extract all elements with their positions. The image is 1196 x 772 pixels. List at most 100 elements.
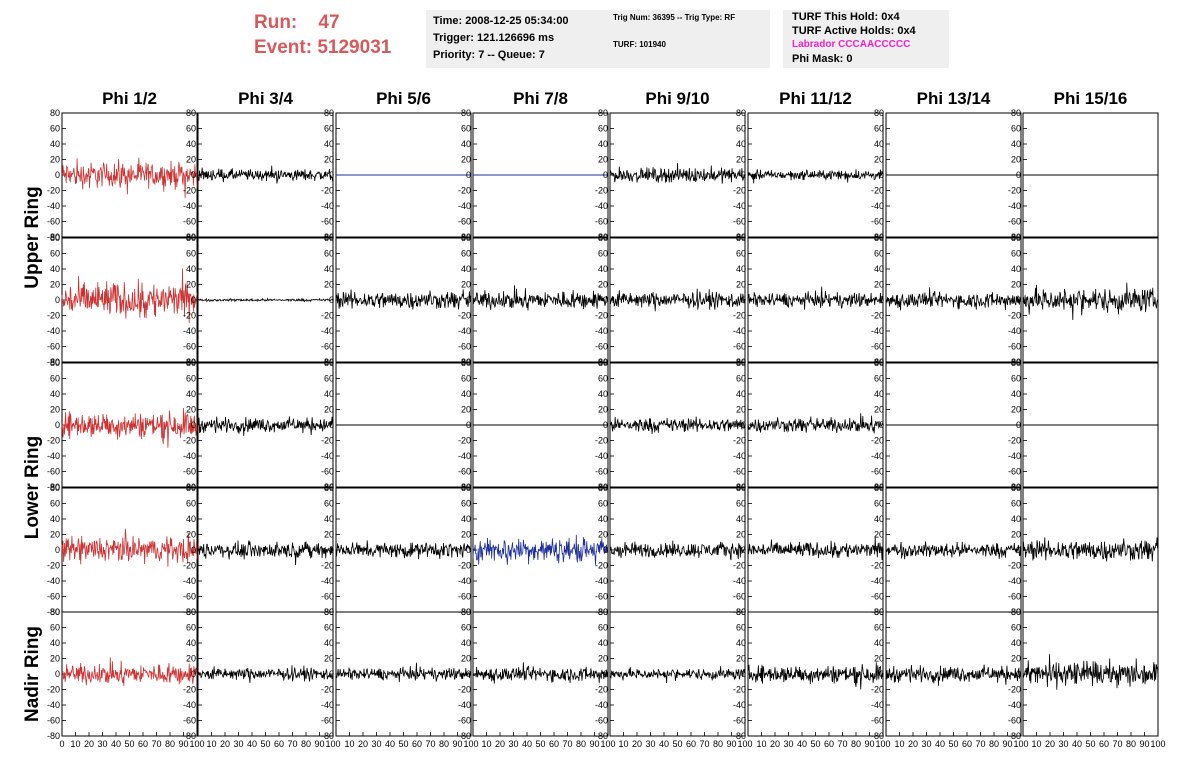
y-tick-label: 0 — [879, 295, 884, 305]
y-tick-label: -40 — [595, 451, 608, 461]
y-tick-label: 40 — [598, 389, 608, 399]
y-tick-label: -40 — [47, 451, 60, 461]
x-tick-label: 80 — [301, 739, 311, 749]
y-tick-label: -20 — [1008, 685, 1021, 695]
column-header: Phi 7/8 — [513, 89, 568, 108]
y-tick-label: 20 — [598, 155, 608, 165]
y-tick-label: 20 — [461, 654, 471, 664]
x-tick-label: 40 — [247, 739, 257, 749]
y-tick-label: -80 — [733, 232, 746, 242]
waveform-trace — [1022, 654, 1159, 690]
y-tick-label: 20 — [736, 405, 746, 415]
x-tick-label: 60 — [549, 739, 559, 749]
y-tick-label: -40 — [458, 700, 471, 710]
y-tick-label: -20 — [733, 311, 746, 321]
y-tick-label: 40 — [736, 389, 746, 399]
y-tick-label: 0 — [329, 295, 334, 305]
y-tick-label: -20 — [183, 436, 196, 446]
y-tick-label: 20 — [874, 530, 884, 540]
y-tick-label: 60 — [461, 623, 471, 633]
y-tick-label: -40 — [321, 700, 334, 710]
y-tick-label: 60 — [461, 499, 471, 509]
y-tick-label: 60 — [324, 374, 334, 384]
x-tick-label: 70 — [562, 739, 572, 749]
waveform-trace — [609, 540, 746, 561]
y-tick-label: -20 — [871, 311, 884, 321]
y-tick-label: -80 — [321, 731, 334, 741]
y-tick-label: 80 — [186, 233, 196, 243]
y-tick-label: 0 — [191, 669, 196, 679]
y-tick-label: 40 — [324, 638, 334, 648]
y-tick-label: 0 — [879, 170, 884, 180]
y-tick-label: 0 — [741, 545, 746, 555]
y-tick-label: -40 — [871, 201, 884, 211]
y-tick-label: 40 — [50, 389, 60, 399]
y-tick-label: 20 — [874, 155, 884, 165]
y-tick-label: 80 — [461, 358, 471, 368]
y-tick-label: -60 — [871, 716, 884, 726]
y-tick-label: -80 — [458, 482, 471, 492]
y-tick-label: 40 — [461, 139, 471, 149]
y-tick-label: 60 — [50, 499, 60, 509]
row-group-header: Nadir Ring — [22, 626, 43, 722]
y-tick-label: -40 — [733, 576, 746, 586]
y-tick-label: 0 — [191, 420, 196, 430]
y-tick-label: -20 — [47, 436, 60, 446]
y-tick-label: -20 — [47, 561, 60, 571]
y-tick-label: -60 — [458, 716, 471, 726]
y-tick-label: -40 — [321, 201, 334, 211]
x-tick-label: 30 — [508, 739, 518, 749]
turf-info-box: TURF This Hold: 0x4 TURF Active Holds: 0… — [783, 10, 949, 68]
event-value: 5129031 — [317, 37, 392, 58]
y-tick-label: 40 — [874, 514, 884, 524]
y-tick-label: -80 — [595, 731, 608, 741]
y-tick-label: 20 — [461, 530, 471, 540]
y-tick-label: -20 — [458, 311, 471, 321]
y-tick-label: -60 — [47, 217, 60, 227]
x-tick-label: 60 — [686, 739, 696, 749]
x-tick-label: 60 — [274, 739, 284, 749]
trigger-text: Trigger: 121.126696 ms — [433, 32, 555, 44]
y-tick-label: 20 — [186, 405, 196, 415]
x-tick-label: 80 — [1126, 739, 1136, 749]
y-tick-label: 20 — [598, 405, 608, 415]
x-tick-label: 40 — [1072, 739, 1082, 749]
y-tick-label: 0 — [879, 420, 884, 430]
y-tick-label: -60 — [458, 592, 471, 602]
x-tick-label: 20 — [84, 739, 94, 749]
y-tick-label: -80 — [1008, 482, 1021, 492]
y-tick-label: 20 — [186, 530, 196, 540]
y-tick-label: 0 — [1016, 295, 1021, 305]
x-tick-label: 100 — [1150, 739, 1165, 749]
y-tick-label: 60 — [736, 124, 746, 134]
x-tick-label: 60 — [412, 739, 422, 749]
x-tick-label: 40 — [797, 739, 807, 749]
y-tick-label: 80 — [874, 483, 884, 493]
x-tick-label: 50 — [810, 739, 820, 749]
x-tick-label: 90 — [314, 739, 324, 749]
y-tick-label: 80 — [736, 483, 746, 493]
x-tick-label: 50 — [398, 739, 408, 749]
y-tick-label: 20 — [324, 530, 334, 540]
y-tick-label: -80 — [1008, 232, 1021, 242]
x-tick-label: 30 — [233, 739, 243, 749]
y-tick-label: 80 — [461, 108, 471, 118]
y-tick-label: 60 — [1011, 249, 1021, 259]
y-tick-label: -40 — [458, 576, 471, 586]
y-tick-label: 20 — [1011, 654, 1021, 664]
y-tick-label: 0 — [55, 420, 60, 430]
y-tick-label: 60 — [736, 623, 746, 633]
y-tick-label: 40 — [1011, 514, 1021, 524]
y-tick-label: -40 — [871, 700, 884, 710]
time-text: Time: 2008-12-25 05:34:00 — [433, 15, 569, 27]
y-tick-label: 0 — [741, 669, 746, 679]
y-tick-label: 40 — [461, 264, 471, 274]
y-tick-label: 20 — [1011, 155, 1021, 165]
y-tick-label: 20 — [50, 280, 60, 290]
y-tick-label: 60 — [186, 249, 196, 259]
y-tick-label: 80 — [186, 607, 196, 617]
y-tick-label: -40 — [183, 451, 196, 461]
x-tick-label: 10 — [1031, 739, 1041, 749]
y-tick-label: 80 — [736, 108, 746, 118]
y-tick-label: 0 — [466, 420, 471, 430]
